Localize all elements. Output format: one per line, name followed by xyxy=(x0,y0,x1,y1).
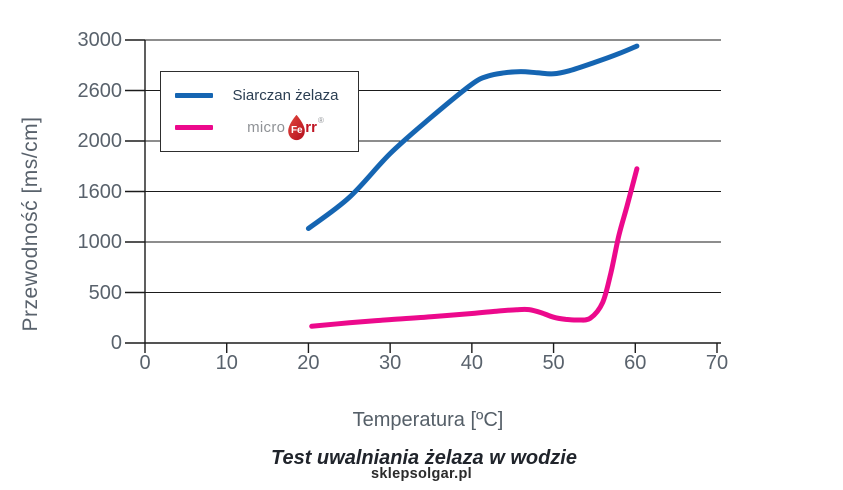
y-tick-label: 1000 xyxy=(77,231,123,253)
blood-drop-icon: Fe xyxy=(286,114,307,141)
microferr-line-swatch xyxy=(175,125,213,131)
series-line-microferr xyxy=(309,166,640,329)
microferr-logo-fe: Fe xyxy=(290,125,303,137)
microferr-logo: micro Fe rr ® xyxy=(213,114,358,141)
x-tick-label: 60 xyxy=(624,352,647,374)
x-tick-label: 30 xyxy=(379,352,402,374)
microferr-logo-prefix: micro xyxy=(247,119,286,137)
y-tick-label: 0 xyxy=(110,332,122,354)
legend-label-siarczan: Siarczan żelaza xyxy=(232,86,339,104)
x-tick-label: 10 xyxy=(215,352,238,374)
microferr-logo-suffix: rr xyxy=(305,119,317,137)
watermark: sklepsolgar.pl xyxy=(371,466,472,482)
legend-item-microferr: micro Fe rr ® xyxy=(161,113,358,143)
x-tick-label: 70 xyxy=(705,352,729,374)
x-tick-label: 0 xyxy=(139,352,151,374)
y-tick-label: 2000 xyxy=(77,130,123,152)
y-tick-label: 500 xyxy=(88,281,122,304)
y-tick-label: 3000 xyxy=(77,29,123,51)
legend-item-siarczan: Siarczan żelaza xyxy=(161,80,358,110)
x-axis-title: Temperatura [ºC] xyxy=(352,409,504,431)
y-tick-label: 1600 xyxy=(77,180,123,203)
legend-box: Siarczan żelaza micro Fe xyxy=(160,71,359,152)
y-tick-label: 2600 xyxy=(77,79,123,102)
chart-title: Test uwalniania żelaza w wodzie xyxy=(270,447,577,469)
registered-mark-icon: ® xyxy=(317,116,324,126)
series-line-siarczan-zelaza xyxy=(305,43,640,231)
x-tick-label: 40 xyxy=(460,352,483,374)
plot-area xyxy=(125,39,721,353)
x-tick-label: 20 xyxy=(297,352,320,374)
x-tick-label: 50 xyxy=(542,352,565,374)
siarczan-line-swatch xyxy=(175,92,213,98)
